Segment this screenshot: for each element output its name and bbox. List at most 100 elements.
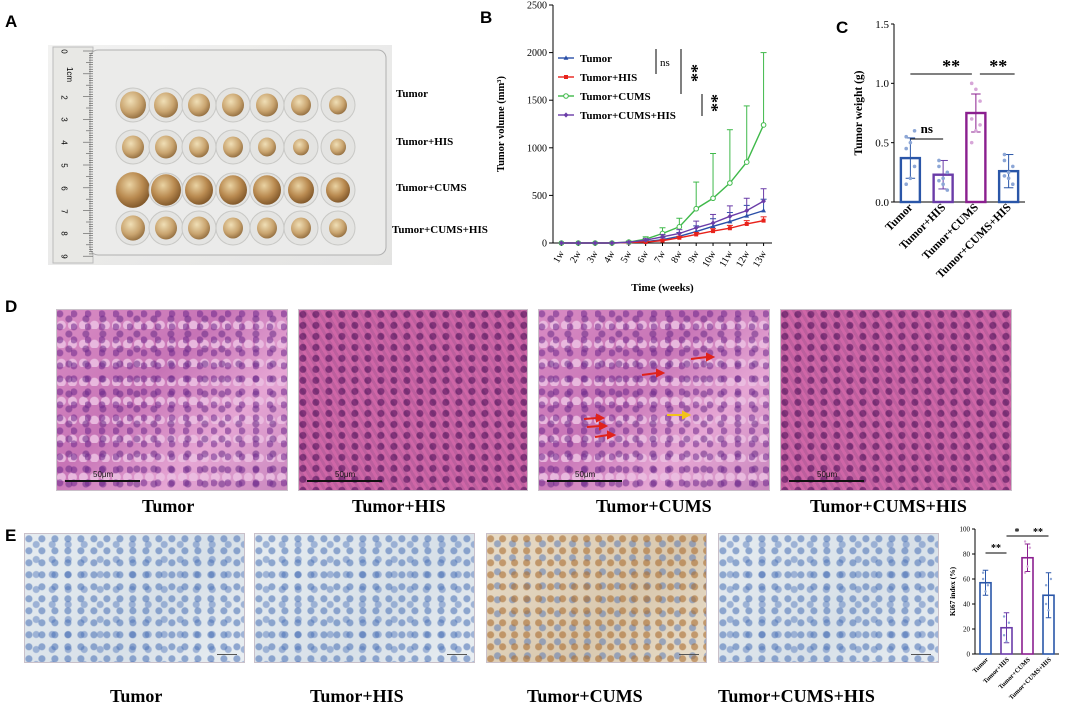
data-dot	[1044, 602, 1048, 606]
data-dot	[974, 87, 978, 92]
ihc-image-tumor-cums-his	[718, 533, 939, 663]
y-tick-label: 0.5	[875, 138, 889, 150]
data-point	[744, 213, 750, 218]
ihc-image-tumor-his	[254, 533, 475, 663]
scale-label: 50μm	[817, 470, 838, 479]
x-tick-label: 12w	[734, 248, 753, 269]
y-tick-label: 40	[963, 600, 971, 608]
data-point	[727, 226, 732, 231]
bar	[1021, 556, 1034, 655]
y-tick-label: 1500	[527, 96, 547, 107]
sig-label-star: **	[702, 94, 722, 112]
scale-label: 50μm	[335, 470, 356, 479]
ruler-number: 8	[59, 231, 69, 237]
x-tick-label: 9w	[686, 248, 702, 265]
caption-e-tumor: Tumor	[110, 686, 163, 706]
scale-bar	[911, 654, 931, 655]
tumor-sample	[329, 95, 347, 115]
data-dot	[981, 571, 985, 574]
data-dot	[912, 164, 917, 169]
data-dot	[937, 158, 941, 163]
data-point	[592, 240, 598, 246]
data-dot	[974, 129, 978, 133]
tumor-sample	[258, 137, 276, 157]
data-dot	[1007, 621, 1011, 624]
tumor-sample	[188, 93, 210, 117]
legend-label: Tumor	[580, 53, 612, 65]
data-dot	[981, 577, 985, 581]
data-point	[693, 205, 699, 212]
caption-d-tumor-cums-his: Tumor+CUMS+HIS	[810, 496, 967, 516]
caption-e-tumor-cums-his: Tumor+CUMS+HIS	[718, 686, 875, 706]
data-point	[761, 198, 766, 204]
data-dot	[969, 81, 974, 86]
scale-label: 50μm	[93, 470, 114, 479]
legend-marker	[563, 93, 569, 99]
data-point	[694, 232, 699, 237]
caption-d-tumor: Tumor	[142, 496, 195, 516]
ruler-number: 2	[59, 94, 69, 100]
tumor-sample	[293, 138, 309, 156]
tumor-sample	[185, 175, 213, 205]
x-axis-label: Time (weeks)	[631, 282, 694, 294]
legend-label: Tumor+HIS	[580, 72, 637, 84]
row-label-tumor: Tumor	[396, 88, 428, 100]
row-label-tumor-his: Tumor+HIS	[396, 136, 454, 148]
data-point	[761, 208, 766, 213]
y-axis-label: Tumor weight (g)	[853, 70, 865, 155]
tumor-sample	[188, 216, 210, 240]
he-image-tumor-cums: 50μm	[538, 309, 770, 491]
data-dot	[986, 584, 990, 587]
legend-marker	[564, 75, 568, 79]
x-tick-label: 3w	[585, 248, 601, 265]
data-dot	[1028, 546, 1032, 549]
tumor-sample	[219, 175, 247, 205]
tumor-sample	[257, 217, 277, 239]
series-line	[561, 124, 765, 244]
y-tick-label: 0.0	[875, 197, 889, 209]
scale-bar	[789, 480, 864, 482]
tumor-sample	[151, 174, 181, 206]
data-point	[711, 229, 716, 234]
y-tick-label: 0	[542, 239, 547, 250]
ruler-number: 9	[59, 254, 69, 259]
x-tick-label: 13w	[751, 248, 770, 269]
scale-bar	[217, 654, 237, 655]
y-axis-label: Ki67 index (%)	[948, 566, 957, 616]
y-tick-label: 80	[963, 550, 971, 558]
sig-label-star: **	[1033, 527, 1043, 538]
data-point	[677, 235, 682, 240]
data-dot	[945, 188, 950, 192]
tumor-sample	[155, 216, 177, 240]
data-point	[710, 220, 716, 226]
x-tick-label: 4w	[602, 248, 618, 265]
data-dot	[978, 123, 982, 127]
sig-label-ns: ns	[660, 57, 670, 69]
scale-bar	[307, 480, 382, 482]
ruler-number: 0	[59, 49, 69, 54]
data-point	[744, 221, 749, 226]
scale-label: 50μm	[575, 470, 596, 479]
data-point	[660, 234, 665, 240]
row-label-tumor-cums: Tumor+CUMS	[396, 182, 467, 194]
data-dot	[969, 140, 974, 145]
tumor-sample	[291, 217, 311, 239]
data-dot	[1023, 571, 1027, 574]
y-tick-label: 2500	[527, 1, 547, 12]
data-dot	[1026, 565, 1029, 568]
data-dot	[984, 590, 987, 593]
tumor-sample	[222, 93, 244, 117]
data-dot	[1006, 176, 1011, 181]
y-tick-label: 1.0	[875, 78, 889, 90]
scale-bar	[447, 654, 467, 655]
ihc-image-tumor-cums	[486, 533, 707, 663]
ruler-number: 4	[59, 140, 69, 145]
legend-marker	[563, 112, 569, 118]
ruler-number: 1cm	[65, 66, 75, 82]
caption-e-tumor-his: Tumor+HIS	[310, 686, 404, 706]
x-tick-label: Tumor+CUMS+HIS	[1008, 656, 1053, 701]
data-point	[575, 240, 581, 246]
sig-label-star: **	[989, 56, 1007, 76]
